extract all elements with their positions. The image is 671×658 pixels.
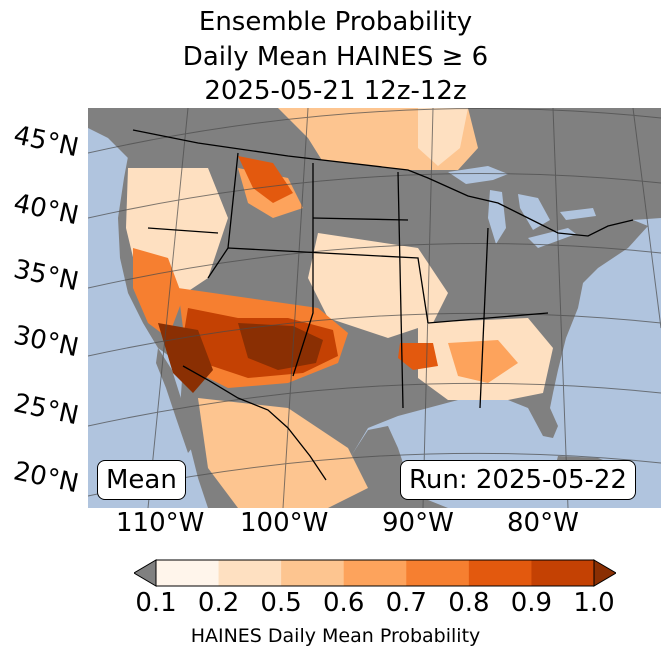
state-line-b xyxy=(292,163,314,377)
colorbar xyxy=(134,559,616,587)
run-date-label: Run: 2025-05-22 xyxy=(400,460,636,500)
colorbar-segment xyxy=(468,560,532,586)
lat-label-35n: 35°N xyxy=(10,254,82,298)
boundaries xyxy=(132,129,634,481)
lake-michigan xyxy=(488,190,506,244)
latitude-line-40n xyxy=(88,173,661,219)
lat-label-40n: 40°N xyxy=(10,188,82,232)
state-line-g xyxy=(147,227,219,234)
colorbar-segment xyxy=(406,560,470,586)
colorbar-tick-7: 1.0 xyxy=(573,588,615,618)
us-canada-border xyxy=(132,129,634,237)
prob-southwest-max xyxy=(238,323,323,370)
prob-mexico-light xyxy=(198,398,368,508)
longitude-line-100w xyxy=(282,108,309,508)
lake-ontario xyxy=(560,208,596,220)
longitude-line-110w xyxy=(147,108,189,508)
colorbar-tick-5: 0.8 xyxy=(448,588,490,618)
colorbar-over-triangle xyxy=(593,559,616,587)
state-line-f xyxy=(479,227,489,409)
state-line-e xyxy=(427,312,549,324)
us-mexico-border xyxy=(182,365,327,481)
lat-label-45n: 45°N xyxy=(10,120,82,164)
longitude-line-80w xyxy=(552,108,569,508)
colorbar-segment xyxy=(281,560,345,586)
state-line-h xyxy=(312,217,409,221)
baja-peninsula xyxy=(156,348,192,453)
colorbar-tick-1: 0.2 xyxy=(197,588,240,618)
state-line-d xyxy=(397,171,404,409)
title-line-1: Ensemble Probability xyxy=(198,7,473,37)
lat-label-25n: 25°N xyxy=(10,388,82,432)
colorbar-tick-6: 0.9 xyxy=(510,588,553,618)
canada-land xyxy=(88,108,661,236)
lon-label-110w: 110°W xyxy=(116,508,205,538)
colorbar-tick-0: 0.1 xyxy=(135,588,177,618)
colorbar-tick-3: 0.6 xyxy=(323,588,365,618)
lat-label-30n: 30°N xyxy=(10,320,82,364)
lat-label-20n: 20°N xyxy=(10,456,82,500)
lon-label-80w: 80°W xyxy=(507,508,579,538)
colorbar-under-triangle xyxy=(134,559,157,587)
lake-superior xyxy=(448,166,508,184)
colorbar-segment xyxy=(531,560,595,586)
longitude-line-70w xyxy=(632,108,661,329)
prob-california-mid xyxy=(133,248,183,338)
colorbar-segment xyxy=(156,560,220,586)
state-line-c xyxy=(227,247,429,324)
lake-huron xyxy=(518,194,550,230)
colorbar-segment xyxy=(343,560,407,586)
prob-southeast-high xyxy=(398,343,438,370)
latitude-line-25n xyxy=(88,382,661,427)
probability-map xyxy=(88,108,661,508)
prob-plains-light xyxy=(308,233,448,338)
prob-southeast-mid xyxy=(448,340,518,383)
prob-northwest-high xyxy=(238,156,293,203)
colorbar-tick-4: 0.7 xyxy=(385,588,427,618)
colorbar-label: HAINES Daily Mean Probability xyxy=(190,625,481,647)
colorbar-segment xyxy=(218,560,282,586)
title-line-3: 2025-05-21 12z-12z xyxy=(204,76,467,106)
latitude-line-35n xyxy=(88,243,661,289)
latitude-line-30n xyxy=(88,312,661,357)
colorbar-segments xyxy=(156,560,595,586)
mean-label: Mean xyxy=(97,460,186,500)
colorbar-tick-2: 0.5 xyxy=(260,588,302,618)
colorbar-outline xyxy=(155,559,595,587)
lon-label-100w: 100°W xyxy=(240,508,329,538)
canada-probability-area-light xyxy=(418,108,468,166)
longitude-line-90w xyxy=(422,108,434,508)
lon-label-90w: 90°W xyxy=(382,508,454,538)
title-line-2: Daily Mean HAINES ≥ 6 xyxy=(182,42,489,72)
